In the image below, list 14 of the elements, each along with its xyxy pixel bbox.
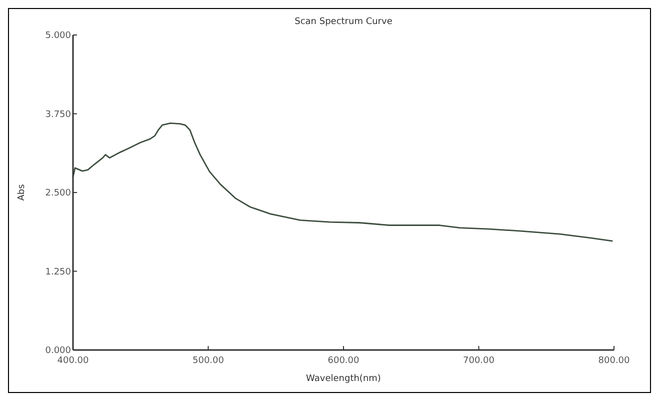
y-tick-label: 0.000 bbox=[45, 346, 72, 356]
x-tick-label: 700.00 bbox=[463, 356, 495, 366]
y-tick-label: 5.000 bbox=[45, 31, 72, 41]
x-tick-label: 800.00 bbox=[598, 356, 630, 366]
x-tick-label: 400.00 bbox=[57, 356, 90, 366]
chart-title: Scan Spectrum Curve bbox=[294, 17, 393, 27]
x-tick-label: 500.00 bbox=[192, 356, 224, 366]
x-axis-title: Wavelength(nm) bbox=[306, 374, 381, 384]
line-series bbox=[72, 122, 614, 242]
y-axis-title: Abs bbox=[17, 184, 27, 201]
y-tick-label: 2.500 bbox=[45, 188, 72, 198]
y-tick-label: 1.250 bbox=[45, 267, 72, 278]
y-tick-label: 3.750 bbox=[45, 110, 72, 120]
x-tick-label: 600.00 bbox=[328, 356, 360, 366]
